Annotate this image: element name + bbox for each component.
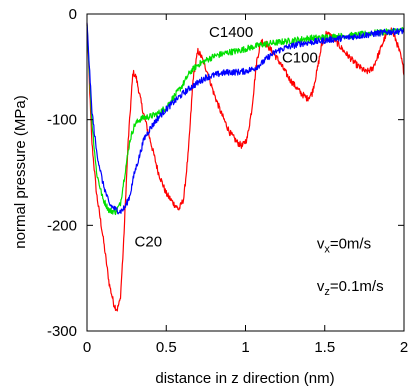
series-c1400-line (86, 24, 405, 216)
x-tick-label: 1 (241, 339, 249, 356)
annotation-c1400: C1400 (209, 24, 253, 41)
condition-vz: vz=0.1m/s (317, 278, 384, 298)
y-tick-label: -100 (47, 112, 77, 129)
x-axis-label: distance in z direction (nm) (155, 370, 334, 387)
y-tick-label: -200 (47, 217, 77, 234)
x-tick-label: 1.5 (314, 339, 335, 356)
axis-ticks-group (86, 13, 405, 332)
condition-vx: vx=0m/s (317, 236, 371, 256)
series-c100-line (86, 22, 405, 215)
y-tick-label: 0 (69, 6, 77, 23)
y-tick-label: -300 (47, 323, 77, 340)
x-tick-label: 0.5 (156, 339, 177, 356)
labels-group: 0 0.5 1 1.5 2 0 -100 -200 -300 C1400 C100 C20 vx=0m/… (47, 6, 408, 356)
annotation-c100: C100 (282, 50, 318, 67)
curves-group (86, 22, 405, 312)
annotation-c20: C20 (135, 233, 163, 250)
series-c20-line (86, 23, 405, 312)
y-axis-label: normal pressure (MPa) (12, 95, 29, 248)
x-tick-label: 2 (400, 339, 408, 356)
x-tick-label: 0 (83, 339, 91, 356)
